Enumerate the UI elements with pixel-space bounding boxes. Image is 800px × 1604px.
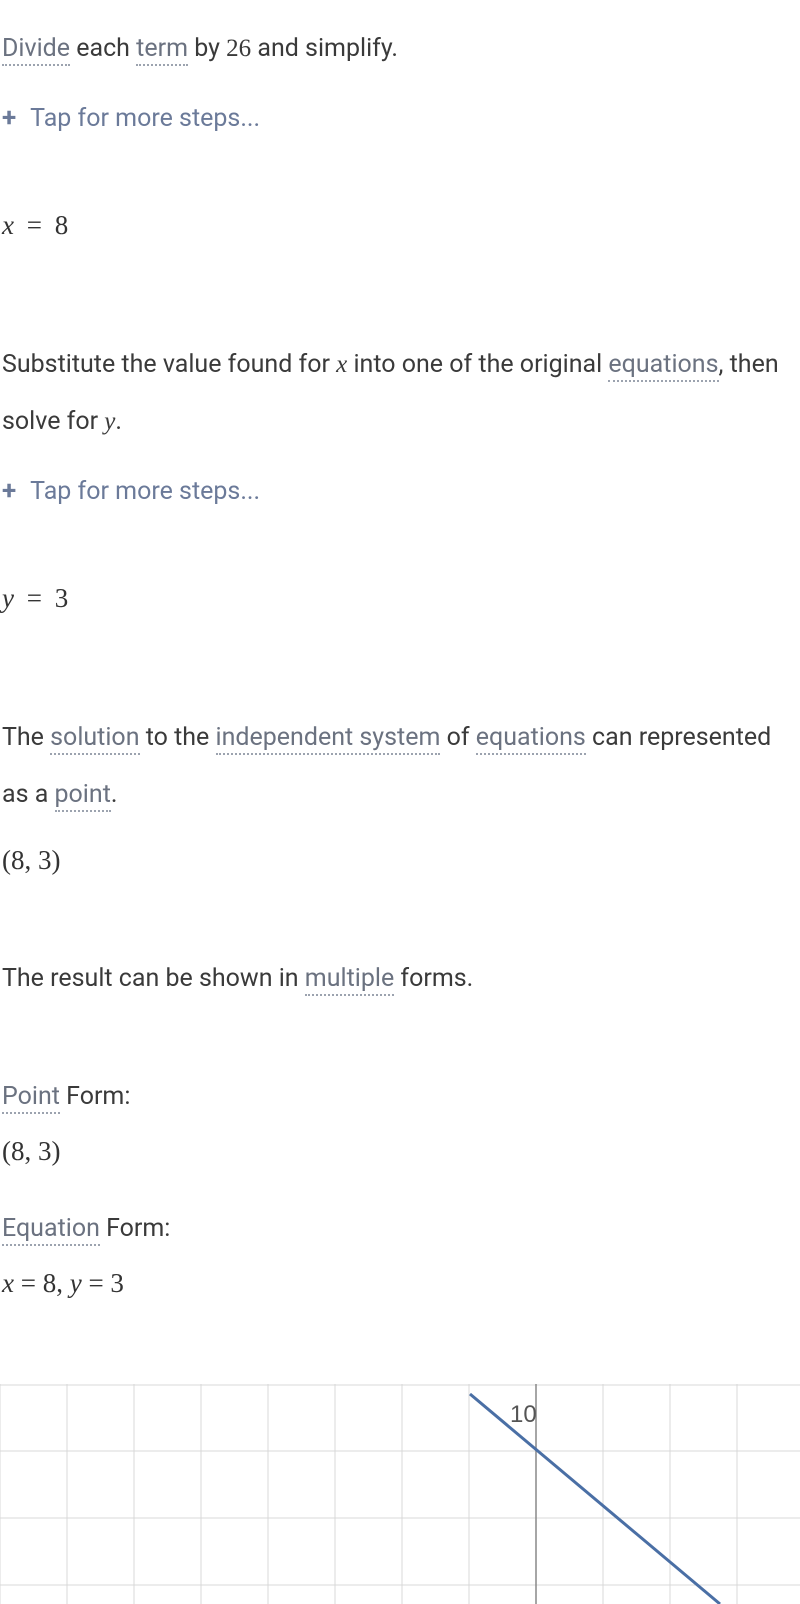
equation-x: x = 8 <box>2 205 798 246</box>
plus-icon: + <box>2 105 16 131</box>
equation-form-label: Equation Form: <box>2 1210 798 1248</box>
graph: 10 <box>0 1384 800 1604</box>
point-link[interactable]: point <box>55 780 111 812</box>
equation-form-link[interactable]: Equation <box>2 1214 100 1246</box>
var-y: y <box>104 408 115 435</box>
equation-y: y = 3 <box>2 578 798 619</box>
text: into one of the original <box>347 350 608 379</box>
text: forms. <box>394 964 473 993</box>
step-substitute: Substitute the value found for x into on… <box>2 336 798 451</box>
equation-form-value: x = 8, y = 3 <box>2 1263 798 1304</box>
text: The result can be shown in <box>2 964 305 993</box>
point-form-label: Point Form: <box>2 1078 798 1116</box>
text: The <box>2 723 50 752</box>
text: each <box>70 34 136 63</box>
expand-label: Tap for more steps... <box>30 100 260 138</box>
step-solution: The solution to the independent system o… <box>2 709 798 824</box>
var-x: x <box>336 351 347 378</box>
point-form-link[interactable]: Point <box>2 1082 60 1114</box>
equations-link[interactable]: equations <box>608 350 718 382</box>
point-form-value: (8, 3) <box>2 1131 798 1172</box>
term-link[interactable]: term <box>136 34 188 66</box>
equations-link-2[interactable]: equations <box>476 723 586 755</box>
divisor-value: 26 <box>226 35 251 62</box>
independent-system-link[interactable]: independent system <box>216 723 441 755</box>
text: . <box>111 780 118 809</box>
text: by <box>188 34 226 63</box>
text: Form: <box>100 1214 170 1243</box>
step-forms: The result can be shown in multiple form… <box>2 950 798 1008</box>
multiple-link[interactable]: multiple <box>305 964 394 996</box>
svg-text:10: 10 <box>510 1401 537 1428</box>
text: Form: <box>60 1082 130 1111</box>
divide-link[interactable]: Divide <box>2 34 70 66</box>
text: to the <box>140 723 216 752</box>
text: . <box>115 407 122 436</box>
text: and simplify. <box>251 34 398 63</box>
plus-icon: + <box>2 478 16 504</box>
step-divide: Divide each term by 26 and simplify. <box>2 20 798 78</box>
text: Substitute the value found for <box>2 350 336 379</box>
expand-label: Tap for more steps... <box>30 473 260 511</box>
solution-point: (8, 3) <box>2 840 798 881</box>
expand-steps-1[interactable]: + Tap for more steps... <box>2 100 798 138</box>
text: of <box>440 723 475 752</box>
expand-steps-2[interactable]: + Tap for more steps... <box>2 473 798 511</box>
graph-svg: 10 <box>0 1384 800 1604</box>
solution-link[interactable]: solution <box>50 723 139 755</box>
